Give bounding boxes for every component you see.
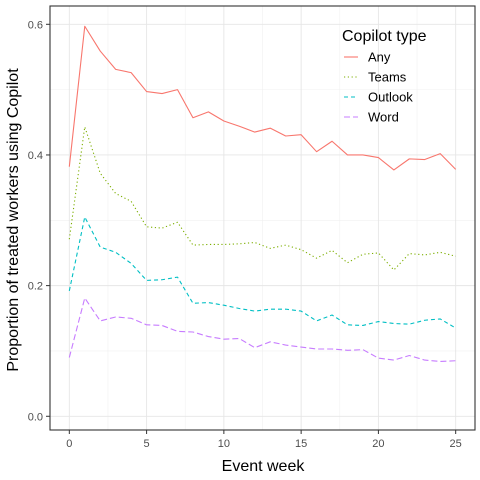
y-axis: 0.0 0.2 0.4 0.6 bbox=[28, 19, 50, 423]
x-tick-label: 10 bbox=[218, 438, 230, 450]
x-tick-label: 25 bbox=[450, 438, 462, 450]
x-tick-label: 0 bbox=[66, 438, 72, 450]
y-tick-label: 0.4 bbox=[28, 150, 43, 162]
legend-item-word: Word bbox=[344, 110, 399, 125]
x-tick-label: 15 bbox=[295, 438, 307, 450]
x-axis: 0 5 10 15 20 25 bbox=[66, 430, 462, 450]
x-tick-label: 5 bbox=[144, 438, 150, 450]
series-line-any bbox=[68, 25, 457, 171]
y-tick-label: 0.2 bbox=[28, 281, 43, 293]
series-line-outlook bbox=[68, 216, 456, 329]
legend-title: Copilot type bbox=[342, 28, 427, 45]
minor-gridlines bbox=[50, 6, 475, 430]
legend-label-word: Word bbox=[368, 110, 399, 125]
y-tick-label: 0.6 bbox=[28, 19, 43, 31]
plot-border bbox=[49, 5, 476, 431]
major-gridlines bbox=[50, 6, 475, 430]
x-tick-label: 20 bbox=[372, 438, 384, 450]
legend-item-any: Any bbox=[344, 50, 391, 65]
legend-label-teams: Teams bbox=[368, 70, 407, 85]
y-tick-label: 0.0 bbox=[28, 411, 43, 423]
legend-item-outlook: Outlook bbox=[344, 90, 413, 105]
y-axis-label: Proportion of treated workers using Copi… bbox=[5, 68, 22, 372]
series-lines bbox=[68, 25, 457, 362]
legend-items: Any Teams Outlook Word bbox=[344, 50, 413, 125]
legend: Copilot type Any Teams Outlook Word bbox=[342, 28, 427, 125]
legend-label-any: Any bbox=[368, 50, 391, 65]
series-line-teams bbox=[68, 126, 456, 271]
legend-item-teams: Teams bbox=[344, 70, 407, 85]
x-axis-label: Event week bbox=[222, 458, 306, 475]
legend-label-outlook: Outlook bbox=[368, 90, 413, 105]
series-line-word bbox=[68, 297, 456, 362]
